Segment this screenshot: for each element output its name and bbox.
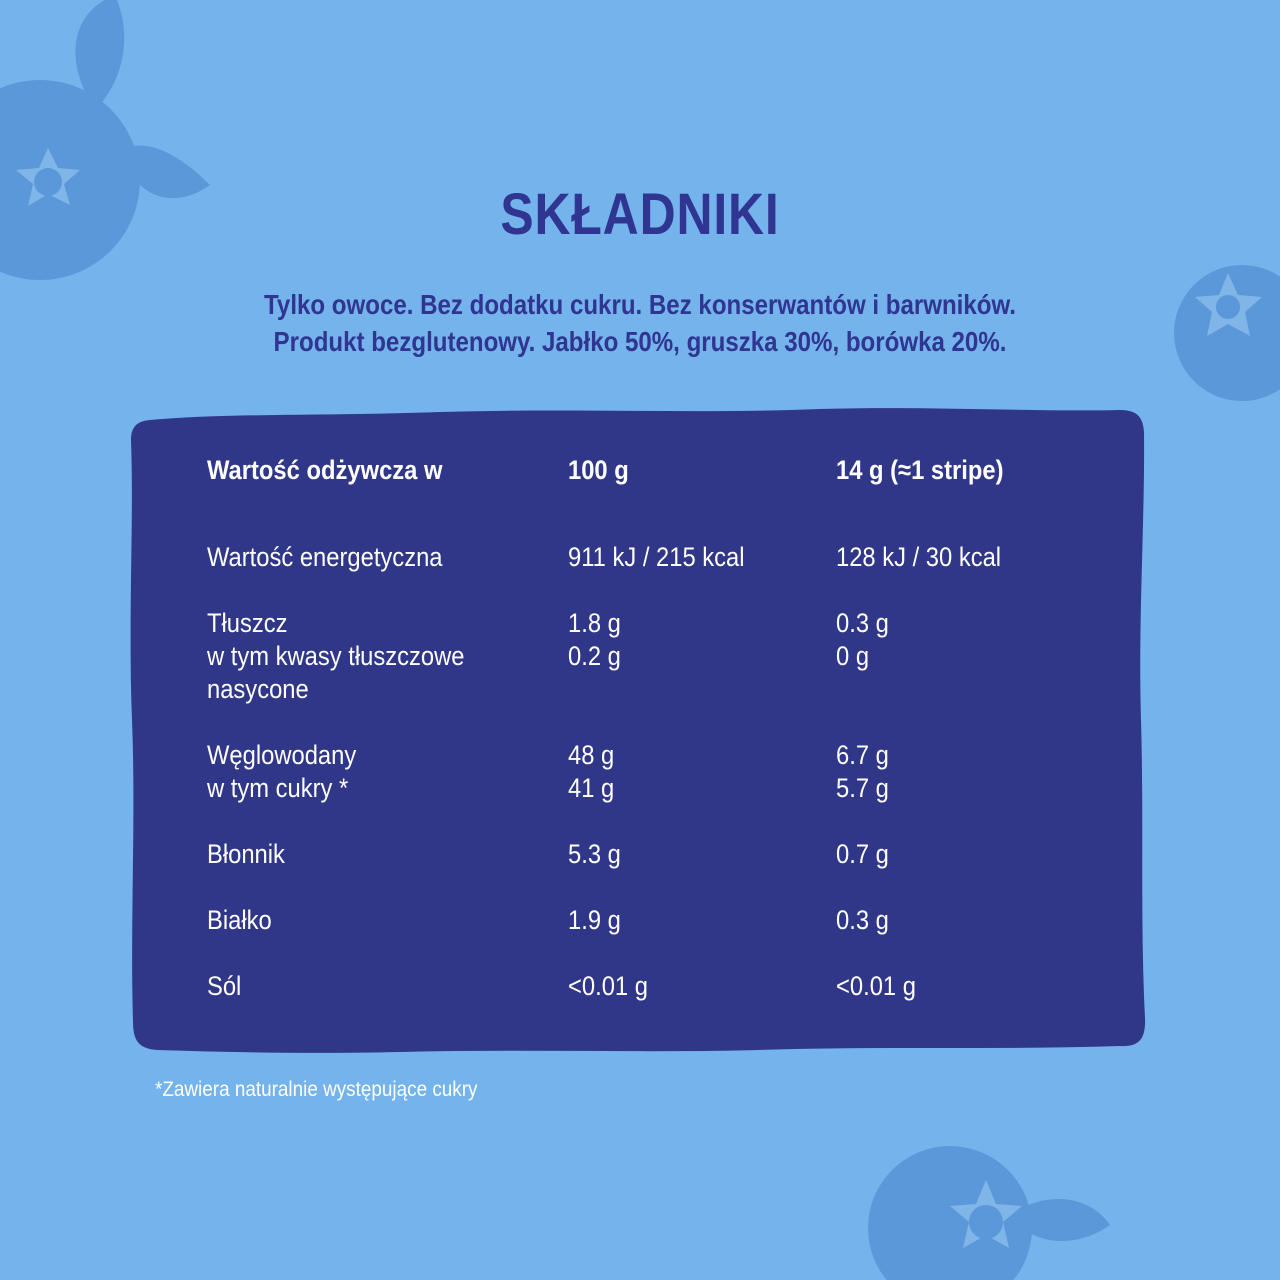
row-sugars-100g: 41 g: [568, 773, 615, 803]
row-salt-label: Sól: [207, 971, 242, 1001]
ingredients-line-2: Produkt bezglutenowy. Jabłko 50%, gruszk…: [273, 326, 1007, 357]
row-fiber-100g: 5.3 g: [568, 839, 621, 869]
row-energy-portion: 128 kJ / 30 kcal: [836, 542, 1002, 572]
row-carbs-portion: 6.7 g: [836, 740, 889, 770]
row-protein-portion: 0.3 g: [836, 905, 889, 935]
row-energy-100g: 911 kJ / 215 kcal: [568, 542, 745, 572]
row-fiber-label: Błonnik: [207, 839, 285, 869]
row-fiber-portion: 0.7 g: [836, 839, 889, 869]
row-carbs-100g: 48 g: [568, 740, 615, 770]
row-fat-portion: 0.3 g: [836, 608, 889, 638]
row-protein-100g: 1.9 g: [568, 905, 621, 935]
table-header-label: Wartość odżywcza w: [207, 455, 443, 485]
row-saturated-fat-portion: 0 g: [836, 641, 870, 671]
row-protein-label: Białko: [207, 905, 272, 935]
row-fat-label: Tłuszcz: [207, 608, 288, 638]
row-saturated-fat-100g: 0.2 g: [568, 641, 621, 671]
row-carbs-label: Węglowodany: [207, 740, 357, 770]
row-saturated-fat-label-cont: nasycone: [207, 674, 309, 704]
row-sugars-label: w tym cukry *: [207, 773, 349, 803]
row-saturated-fat-label: w tym kwasy tłuszczowe: [207, 641, 465, 671]
row-salt-100g: <0.01 g: [568, 971, 648, 1001]
ingredients-line-1: Tylko owoce. Bez dodatku cukru. Bez kons…: [264, 289, 1016, 320]
row-fat-100g: 1.8 g: [568, 608, 621, 638]
row-sugars-portion: 5.7 g: [836, 773, 889, 803]
sugar-footnote: *Zawiera naturalnie występujące cukry: [155, 1078, 478, 1101]
row-salt-portion: <0.01 g: [836, 971, 916, 1001]
table-header-100g: 100 g: [568, 455, 629, 485]
row-energy-label: Wartość energetyczna: [207, 542, 443, 572]
table-header-portion: 14 g (≈1 stripe): [836, 455, 1004, 485]
ingredients-description: Tylko owoce. Bez dodatku cukru. Bez kons…: [90, 286, 1191, 360]
page-title: SKŁADNIKI: [500, 182, 780, 247]
